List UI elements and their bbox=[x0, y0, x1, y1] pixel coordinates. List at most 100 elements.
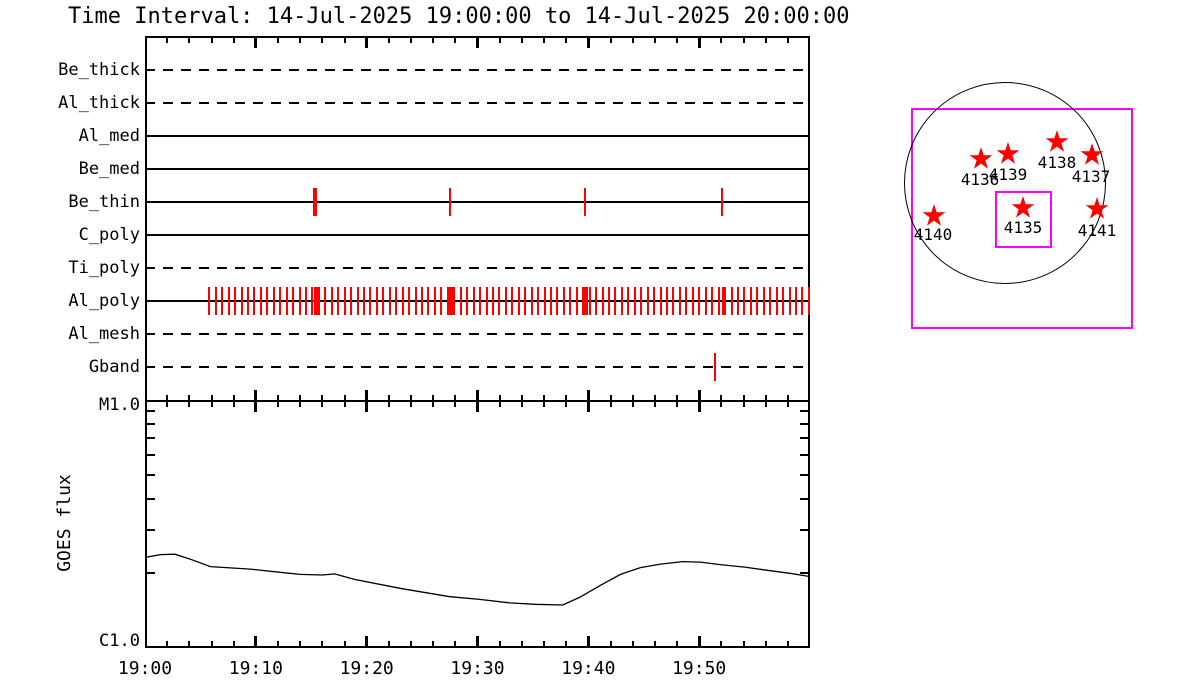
axis-tick bbox=[786, 641, 789, 646]
axis-tick bbox=[697, 390, 701, 400]
axis-tick bbox=[387, 38, 390, 43]
axis-tick bbox=[454, 402, 457, 407]
exposure-tick bbox=[743, 287, 746, 315]
axis-tick bbox=[609, 402, 612, 407]
exposure-tick-thick bbox=[584, 287, 589, 315]
exposure-tick bbox=[298, 287, 301, 315]
exposure-tick bbox=[330, 287, 333, 315]
exposure-tick bbox=[440, 287, 443, 315]
axis-tick bbox=[188, 641, 191, 646]
axis-tick bbox=[365, 38, 369, 48]
axis-tick bbox=[786, 402, 789, 407]
exposure-tick bbox=[691, 287, 694, 315]
axis-tick bbox=[786, 395, 789, 400]
axis-tick bbox=[720, 38, 723, 43]
exposure-tick bbox=[382, 287, 385, 315]
axis-tick bbox=[410, 402, 412, 407]
active-region-label: 4141 bbox=[1077, 221, 1117, 240]
axis-tick bbox=[365, 390, 369, 400]
axis-tick bbox=[764, 641, 767, 646]
axis-tick bbox=[387, 641, 390, 646]
axis-log-tick bbox=[800, 454, 808, 457]
axis-tick bbox=[742, 402, 745, 407]
active-region-label: 4139 bbox=[988, 165, 1028, 184]
exposure-tick bbox=[584, 188, 586, 216]
axis-tick bbox=[631, 402, 634, 407]
filter-row-line-Gband bbox=[145, 366, 810, 368]
exposure-tick bbox=[208, 287, 211, 315]
exposure-tick bbox=[285, 287, 288, 315]
exposure-tick bbox=[537, 287, 540, 315]
active-region-star-4140 bbox=[922, 204, 946, 226]
active-region-star-4138 bbox=[1045, 130, 1069, 152]
axis-tick bbox=[210, 38, 213, 43]
axis-log-tick bbox=[147, 410, 155, 413]
axis-tick bbox=[432, 38, 435, 43]
exposure-tick bbox=[530, 287, 533, 315]
axis-log-tick bbox=[800, 437, 808, 440]
filter-label: Gband bbox=[88, 357, 140, 377]
axis-tick bbox=[653, 38, 656, 43]
axis-log-tick bbox=[147, 423, 155, 426]
axis-tick bbox=[232, 395, 235, 400]
exposure-tick bbox=[369, 287, 372, 315]
axis-tick bbox=[742, 38, 745, 43]
exposure-tick bbox=[427, 287, 430, 315]
axis-tick bbox=[321, 402, 324, 407]
exposure-tick bbox=[446, 287, 449, 315]
filter-label: Be_thick bbox=[58, 60, 140, 80]
axis-tick bbox=[476, 402, 479, 412]
exposure-tick bbox=[408, 287, 411, 315]
axis-tick bbox=[454, 38, 457, 43]
axis-tick bbox=[299, 402, 302, 407]
axis-tick bbox=[676, 38, 678, 43]
axis-tick bbox=[476, 390, 479, 400]
axis-tick bbox=[254, 636, 258, 646]
filter-row-line-Al_mesh bbox=[145, 333, 810, 335]
exposure-tick bbox=[253, 287, 256, 315]
active-region-label: 4140 bbox=[913, 225, 953, 244]
exposure-tick bbox=[234, 287, 237, 315]
axis-tick bbox=[586, 38, 590, 48]
axis-tick bbox=[432, 395, 435, 400]
axis-tick bbox=[343, 395, 346, 400]
active-region-label: 4135 bbox=[1003, 218, 1043, 237]
exposure-tick bbox=[343, 287, 346, 315]
exposure-tick bbox=[666, 287, 669, 315]
exposure-tick bbox=[717, 287, 720, 315]
axis-tick bbox=[232, 38, 235, 43]
x-axis-label: 19:20 bbox=[339, 658, 394, 679]
axis-log-tick bbox=[800, 473, 808, 476]
exposure-tick bbox=[401, 287, 404, 315]
exposure-tick bbox=[704, 287, 707, 315]
exposure-tick bbox=[324, 287, 327, 315]
filter-row-line-Al_med bbox=[145, 135, 810, 137]
exposure-tick bbox=[304, 287, 307, 315]
exposure-tick bbox=[769, 287, 772, 315]
axis-tick bbox=[520, 395, 523, 400]
axis-tick bbox=[454, 641, 457, 646]
axis-tick bbox=[299, 641, 302, 646]
exposure-tick bbox=[749, 287, 752, 315]
axis-tick bbox=[387, 402, 390, 407]
axis-tick bbox=[387, 395, 390, 400]
axis-tick bbox=[299, 395, 302, 400]
exposure-tick bbox=[736, 287, 739, 315]
axis-tick bbox=[365, 402, 369, 412]
axis-tick bbox=[277, 395, 279, 400]
exposure-tick bbox=[582, 287, 585, 315]
exposure-tick-thick bbox=[313, 287, 318, 315]
filter-label: Al_thick bbox=[58, 93, 140, 113]
exposure-tick bbox=[498, 287, 501, 315]
exposure-tick bbox=[562, 287, 565, 315]
exposure-tick bbox=[272, 287, 275, 315]
filter-row-line-Be_med bbox=[145, 168, 810, 170]
axis-tick bbox=[720, 641, 723, 646]
axis-tick bbox=[343, 38, 346, 43]
x-axis-label: 19:30 bbox=[450, 658, 505, 679]
axis-tick bbox=[188, 38, 191, 43]
axis-tick bbox=[277, 402, 279, 407]
axis-tick bbox=[764, 38, 767, 43]
plot-title: Time Interval: 14-Jul-2025 19:00:00 to 1… bbox=[68, 4, 850, 29]
